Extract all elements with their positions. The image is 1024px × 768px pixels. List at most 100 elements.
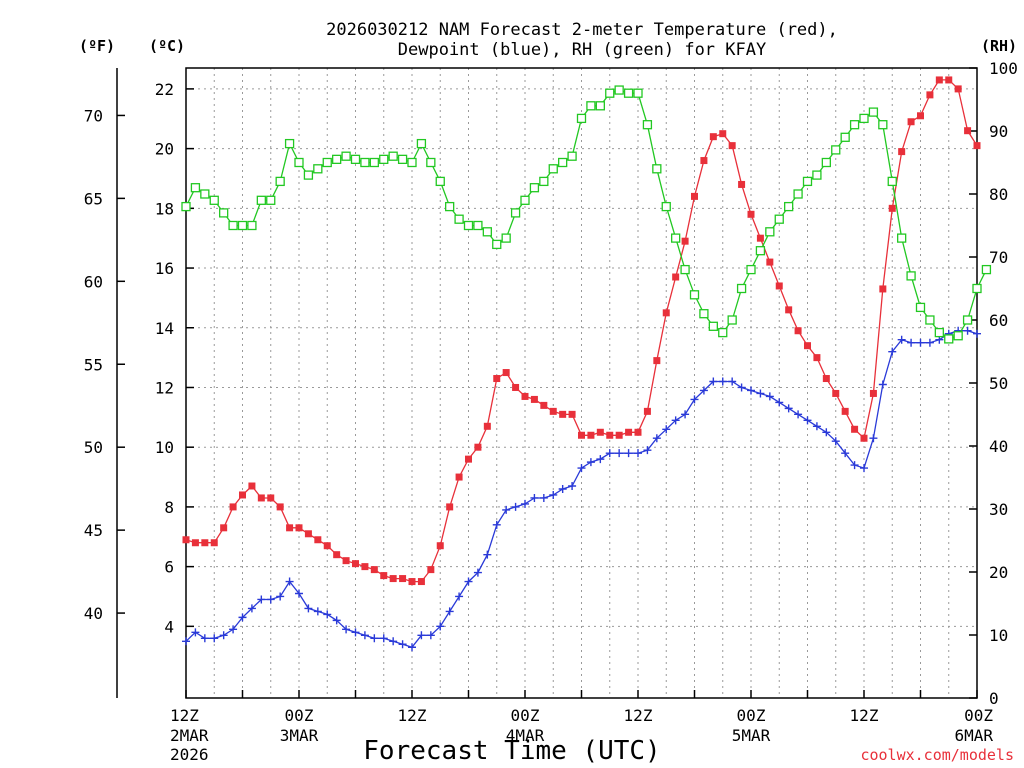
- fahrenheit-tick-label: 70: [84, 106, 103, 125]
- rh-point: [454, 214, 464, 224]
- rh-point: [680, 264, 690, 275]
- dewpoint-point: [389, 637, 398, 646]
- temperature-point: [926, 91, 934, 99]
- temperature-point: [417, 578, 425, 586]
- dewpoint-point: [784, 404, 793, 413]
- rh-point: [868, 107, 879, 117]
- dewpoint-point: [408, 643, 416, 652]
- dewpoint-point: [360, 631, 369, 640]
- temperature-point: [879, 285, 887, 293]
- dewpoint-point: [229, 625, 238, 634]
- temperature-point: [465, 455, 472, 463]
- fahrenheit-tick-label: 65: [84, 189, 103, 208]
- x-tick-label-time: 00Z: [285, 706, 314, 725]
- rh-point: [303, 170, 314, 180]
- rh-point: [953, 331, 963, 341]
- dewpoint-point: [605, 449, 614, 458]
- dewpoint-point: [662, 425, 671, 434]
- temperature-point: [700, 157, 708, 165]
- rh-point: [981, 264, 992, 275]
- dewpoint-point: [643, 446, 652, 455]
- dewpoint-point: [492, 520, 501, 529]
- temperature-point: [446, 503, 454, 511]
- dewpoint-point: [182, 637, 190, 646]
- rh-point: [181, 201, 191, 212]
- temperature-point: [512, 383, 520, 391]
- dewpoint-point: [756, 389, 765, 398]
- temperature-point: [530, 395, 538, 403]
- rh-point: [859, 113, 869, 124]
- temperature-point: [634, 428, 642, 436]
- temperature-point: [954, 85, 962, 93]
- rh-point: [332, 154, 342, 165]
- temperature-point: [728, 142, 736, 150]
- dewpoint-point: [247, 604, 256, 613]
- temperature-point: [804, 342, 811, 350]
- temperature-point: [323, 542, 331, 550]
- axes: 40 45 50 55 60 65 70 4 6 8 10 12 14 16 18 20 22 0 10 20 30 40…: [84, 59, 1018, 764]
- rh-point: [379, 154, 389, 165]
- dewpoint-point: [398, 640, 407, 649]
- rh-point: [671, 233, 681, 243]
- dewpoint-point: [709, 377, 718, 386]
- rh-point: [482, 227, 492, 237]
- rh-point: [934, 327, 944, 338]
- series-layer: [181, 76, 992, 652]
- rh-point: [755, 246, 766, 256]
- rh-tick-label: 10: [989, 626, 1008, 645]
- x-tick-label-year: 2026: [170, 745, 209, 764]
- temperature-point: [813, 354, 821, 362]
- dewpoint-point: [332, 616, 341, 625]
- dewpoint-point: [577, 464, 586, 473]
- rh-point: [322, 157, 332, 168]
- rh-point: [595, 101, 605, 111]
- temperature-point: [964, 127, 972, 135]
- temperature-point: [493, 375, 501, 383]
- temperature-point: [747, 210, 755, 218]
- rh-tick-label: 70: [989, 248, 1008, 267]
- temperature-point: [220, 524, 228, 532]
- dewpoint-point: [558, 484, 567, 493]
- temperature-point: [587, 431, 595, 439]
- celsius-tick-label: 4: [164, 617, 174, 636]
- x-tick-label-time: 00Z: [737, 706, 766, 725]
- rh-tick-label: 100: [989, 59, 1018, 78]
- temperature-point: [766, 258, 774, 266]
- celsius-tick-label: 16: [155, 259, 174, 278]
- temperature-point: [775, 282, 783, 290]
- temperature-point: [860, 434, 868, 442]
- x-tick-label-date: 5MAR: [732, 726, 771, 745]
- rh-point: [445, 201, 455, 212]
- rh-point: [586, 101, 596, 111]
- rh-point: [689, 290, 700, 300]
- temperature-point: [455, 473, 463, 481]
- dewpoint-point: [963, 326, 972, 335]
- rh-point: [219, 208, 229, 218]
- rh-point: [520, 195, 530, 205]
- temperature-point: [578, 431, 585, 439]
- dewpoint-point: [276, 592, 285, 601]
- rh-point: [416, 138, 427, 149]
- rh-point: [463, 220, 474, 231]
- dewpoint-point: [436, 622, 445, 631]
- rh-point: [284, 138, 295, 149]
- temperature-point: [239, 491, 246, 499]
- dewpoint-point: [568, 482, 577, 491]
- dewpoint-point: [445, 607, 454, 616]
- dewpoint-point: [596, 455, 605, 464]
- rh-point: [200, 189, 210, 199]
- rh-point: [784, 201, 794, 212]
- x-tick-label-date: 4MAR: [506, 726, 545, 745]
- rh-tick-label: 20: [989, 563, 1008, 582]
- temperature-point: [907, 118, 915, 126]
- dewpoint-point: [775, 398, 784, 407]
- dewpoint-point: [897, 335, 906, 344]
- dewpoint-point: [464, 577, 473, 586]
- rh-point: [350, 154, 361, 165]
- rh-point: [736, 283, 747, 294]
- temperature-point: [276, 503, 284, 511]
- temperature-point: [625, 428, 633, 436]
- rh-point: [492, 239, 502, 250]
- rh-point: [256, 195, 266, 205]
- temperature-point: [596, 428, 604, 436]
